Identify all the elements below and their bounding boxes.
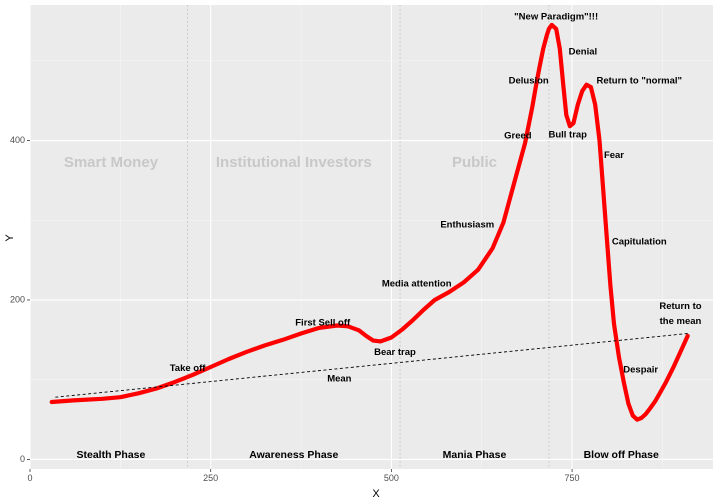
x-tick-label: 750	[565, 473, 580, 483]
annotation-label: Fear	[604, 150, 624, 161]
y-tick-label: 400	[10, 135, 25, 145]
x-tick-label: 0	[27, 473, 32, 483]
phase-label: Awareness Phase	[249, 449, 338, 461]
investor-label: Public	[452, 154, 497, 171]
x-tick-label: 500	[384, 473, 399, 483]
annotation-label: Enthusiasm	[440, 220, 494, 231]
annotation-label: Mean	[327, 373, 351, 384]
y-tick-label: 0	[20, 454, 25, 464]
annotation-label: Denial	[569, 47, 598, 58]
minor-gridlines	[30, 5, 713, 469]
mean-dashed-line	[55, 333, 688, 398]
series-lines	[49, 22, 690, 422]
annotation-label: Return to "normal"	[597, 75, 683, 86]
annotation-label: Bull trap	[548, 129, 587, 140]
major-gridlines	[29, 5, 713, 469]
investor-label: Institutional Investors	[216, 154, 372, 171]
phase-label: Stealth Phase	[77, 449, 146, 461]
annotation-label: Delusion	[509, 75, 549, 86]
annotation-label: Capitulation	[612, 236, 667, 247]
annotation-label: Media attention	[382, 279, 452, 290]
annotation-label: Bear trap	[374, 347, 416, 358]
annotations: Smart Money Institutional Investors Public…	[64, 11, 702, 461]
annotation-label: Return to	[659, 301, 701, 312]
phase-dividers	[187, 5, 550, 469]
annotation-label: Greed	[504, 130, 532, 141]
annotation-label: Take off	[170, 363, 207, 374]
x-axis-title: X	[372, 488, 380, 500]
annotation-label: First Sell off	[295, 318, 351, 329]
annotation-label: the mean	[660, 316, 702, 327]
annotation-label: "New Paradigm"!!!	[514, 11, 598, 22]
y-axis: 0 200 400	[10, 135, 30, 464]
x-axis: 0 250 500 750	[27, 469, 580, 483]
phase-label: Blow off Phase	[584, 449, 659, 461]
investor-label: Smart Money	[64, 154, 159, 171]
y-tick-label: 200	[10, 294, 25, 304]
annotation-label: Despair	[623, 365, 658, 376]
x-tick-label: 250	[203, 473, 218, 483]
y-axis-title: Y	[4, 234, 16, 242]
phase-label: Mania Phase	[443, 449, 507, 461]
price-series-line	[49, 22, 690, 422]
